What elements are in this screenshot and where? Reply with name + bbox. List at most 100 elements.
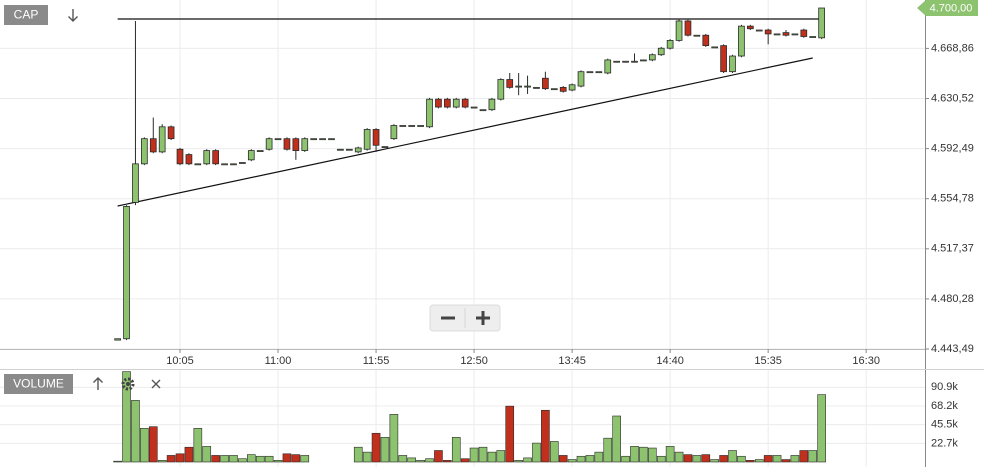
candle-body-down xyxy=(167,126,175,140)
volume-title: VOLUME xyxy=(13,377,64,391)
candle-body-down xyxy=(292,138,300,151)
zoom-control xyxy=(429,304,501,332)
candle-body-up xyxy=(550,88,558,91)
volume-bar xyxy=(790,455,800,463)
volume-bar xyxy=(621,455,630,463)
x-tick-label: 15:35 xyxy=(754,355,782,367)
candle-body-up xyxy=(408,125,416,127)
trendline xyxy=(117,57,813,207)
zoom-in-button[interactable] xyxy=(476,311,490,325)
candle-body-up xyxy=(354,147,362,153)
candle-body-up xyxy=(622,60,629,63)
candle-body-up xyxy=(595,71,603,74)
volume-bar xyxy=(639,446,648,463)
candle-body-up xyxy=(452,98,460,108)
candle-body-down xyxy=(461,98,469,108)
volume-bar xyxy=(273,460,283,463)
candle-body-up xyxy=(809,36,817,38)
settings-icon[interactable] xyxy=(121,377,135,391)
volume-bar xyxy=(505,405,515,463)
volume-tab[interactable] xyxy=(4,374,73,394)
candle-body-down xyxy=(684,20,692,36)
candle-body-up xyxy=(399,125,407,127)
candle-body-up xyxy=(773,33,781,36)
volume-bar xyxy=(291,454,301,463)
candle-body-up xyxy=(586,71,594,74)
volume-bar xyxy=(122,371,131,463)
y2-tick-label: 22.7k xyxy=(931,437,958,449)
volume-bar xyxy=(246,454,256,463)
candle-body-up xyxy=(818,7,825,39)
volume-bar xyxy=(140,428,149,463)
volume-bar xyxy=(630,446,639,463)
y-tick-label: 4.592,49 xyxy=(931,143,974,155)
candle-layer xyxy=(114,7,825,341)
candle-body-up xyxy=(141,138,148,165)
y2-tick-label: 45.5k xyxy=(931,419,958,431)
volume-bar xyxy=(443,460,452,463)
volume-bar xyxy=(817,394,826,463)
volume-bar xyxy=(460,458,470,463)
close-icon[interactable] xyxy=(151,379,161,389)
move-up-icon[interactable] xyxy=(93,377,103,390)
volume-bar xyxy=(692,455,702,463)
candle-body-up xyxy=(310,138,318,141)
volume-bar xyxy=(202,446,212,463)
volume-bar xyxy=(425,458,434,463)
x-tick-label: 14:40 xyxy=(656,355,684,367)
volume-bar xyxy=(211,455,220,463)
candle-body-up xyxy=(319,138,326,141)
volume-bar xyxy=(549,441,559,463)
volume-bar xyxy=(674,451,684,463)
y-tick-label: 4.668,86 xyxy=(931,42,974,54)
x-tick-label: 10:05 xyxy=(166,355,194,367)
y-tick-label: 4.480,28 xyxy=(931,293,974,305)
volume-bar xyxy=(737,455,746,463)
volume-bar xyxy=(594,451,604,463)
volume-bar xyxy=(754,459,764,463)
volume-bar xyxy=(576,455,586,463)
volume-bar xyxy=(398,455,408,463)
candle-body-up xyxy=(230,163,237,166)
volume-bar xyxy=(157,460,167,463)
volume-bar xyxy=(193,428,203,463)
candle-body-down xyxy=(435,98,442,108)
candle-body-up xyxy=(301,138,309,151)
candle-body-up xyxy=(390,125,398,140)
volume-bar xyxy=(184,446,194,463)
candle-body-up xyxy=(533,86,540,89)
candle-body-up xyxy=(497,79,505,100)
candle-body-down xyxy=(212,150,219,165)
volume-bar xyxy=(603,437,613,463)
candle-body-up xyxy=(568,84,576,91)
candle-body-down xyxy=(702,34,710,47)
candle-body-up xyxy=(123,206,130,340)
volume-bar xyxy=(719,455,728,463)
volume-bar xyxy=(300,455,310,463)
volume-bar xyxy=(362,451,372,463)
candle-body-down xyxy=(764,29,772,35)
title-tab[interactable] xyxy=(4,5,48,25)
volume-bar xyxy=(175,453,185,463)
candle-body-up xyxy=(470,106,478,109)
x-tick-label: 12:50 xyxy=(460,355,488,367)
volume-bar xyxy=(131,400,140,463)
candle-body-up xyxy=(114,338,121,341)
volume-bar xyxy=(656,455,666,463)
volume-bar xyxy=(282,453,292,463)
volume-bar xyxy=(371,432,381,463)
x-tick-label: 11:00 xyxy=(265,355,292,367)
collapse-icon[interactable] xyxy=(68,9,78,22)
chart-title: CAP xyxy=(14,8,39,22)
volume-bar xyxy=(808,450,818,463)
candle-body-down xyxy=(800,29,808,37)
candle-body-up xyxy=(363,129,371,150)
y-tick-label: 4.443,49 xyxy=(931,343,974,355)
candle-body-up xyxy=(328,138,335,141)
candle-body-up xyxy=(345,148,353,151)
candle-body-down xyxy=(444,98,451,108)
candle-body-up xyxy=(265,138,273,150)
candle-body-up xyxy=(221,163,228,166)
